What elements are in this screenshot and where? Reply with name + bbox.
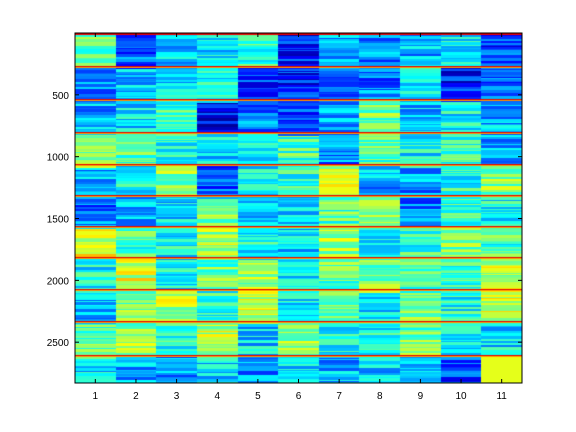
heatmap-image <box>75 33 522 383</box>
x-tick-label: 3 <box>174 391 180 402</box>
y-tick-label: 1000 <box>47 153 70 164</box>
x-tick-label: 7 <box>336 391 342 402</box>
y-tick-label: 2500 <box>47 338 70 349</box>
x-tick-label: 5 <box>255 391 261 402</box>
y-axis: 500 1000 1500 2000 2500 <box>47 91 522 349</box>
x-axis: 1 2 3 4 5 6 7 8 9 10 11 <box>93 33 507 402</box>
x-tick-label: 8 <box>377 391 383 402</box>
x-tick-label: 9 <box>418 391 424 402</box>
y-tick-label: 1500 <box>47 215 70 226</box>
x-tick-label: 6 <box>296 391 302 402</box>
y-tick-label: 500 <box>52 91 69 102</box>
y-tick-label: 2000 <box>47 276 70 287</box>
x-tick-label: 10 <box>455 391 467 402</box>
x-tick-label: 11 <box>496 391 507 402</box>
x-tick-label: 1 <box>93 391 99 402</box>
x-tick-label: 4 <box>214 391 220 402</box>
x-tick-label: 2 <box>133 391 139 402</box>
